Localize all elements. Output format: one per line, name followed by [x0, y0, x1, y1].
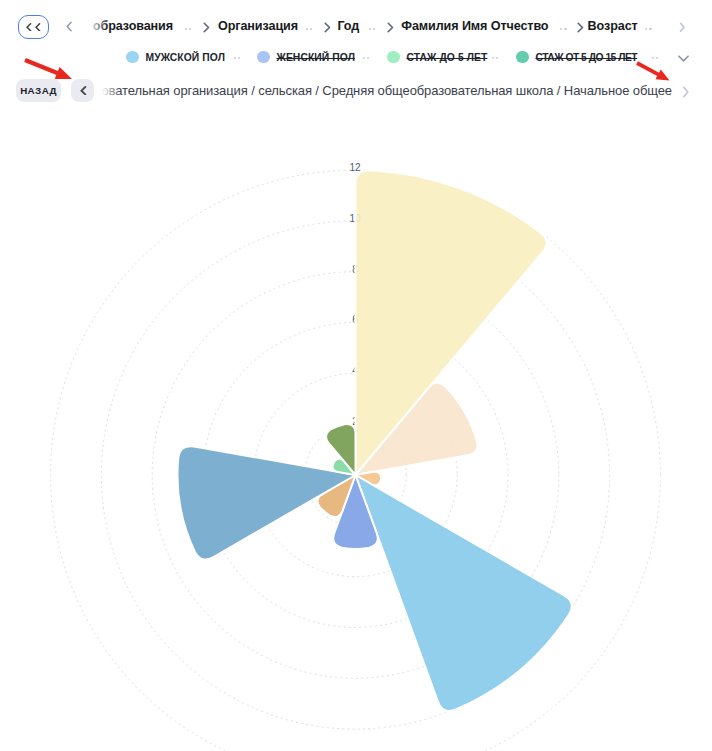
- svg-text:12: 12: [349, 162, 361, 173]
